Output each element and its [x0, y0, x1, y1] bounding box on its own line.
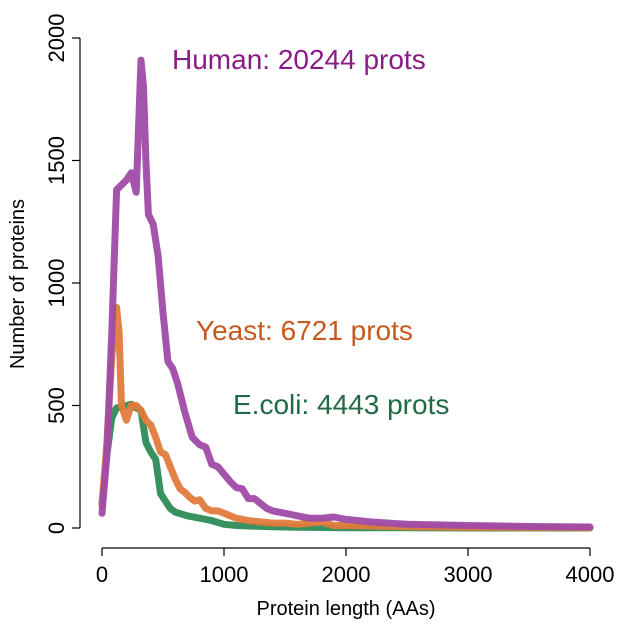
series-layer	[98, 56, 594, 532]
y-tick-label: 500	[44, 387, 69, 424]
x-tick-label: 0	[96, 562, 108, 587]
y-tick-label: 1000	[44, 259, 69, 308]
annotation-ecoli: E.coli: 4443 prots	[233, 389, 449, 420]
y-tick-label: 2000	[44, 14, 69, 63]
y-tick-label: 1500	[44, 136, 69, 185]
series-line-yeast	[98, 304, 594, 532]
x-tick-label: 1000	[200, 562, 249, 587]
annotation-human: Human: 20244 prots	[172, 44, 426, 75]
x-tick-label: 4000	[566, 562, 615, 587]
x-axis-title: Protein length (AAs)	[257, 598, 436, 620]
x-tick-label: 2000	[322, 562, 371, 587]
annotation-yeast: Yeast: 6721 prots	[196, 315, 413, 346]
y-axis-title: Number of proteins	[7, 199, 29, 369]
series-line-ecoli	[98, 400, 594, 532]
annotations: Human: 20244 prots Yeast: 6721 prots E.col…	[172, 44, 449, 420]
x-tick-label: 3000	[444, 562, 493, 587]
series-line-human	[98, 56, 594, 531]
axes: 0 1000 2000 3000 4000 0 500 1000 1500 2000	[44, 14, 614, 587]
y-tick-label: 0	[44, 522, 69, 534]
